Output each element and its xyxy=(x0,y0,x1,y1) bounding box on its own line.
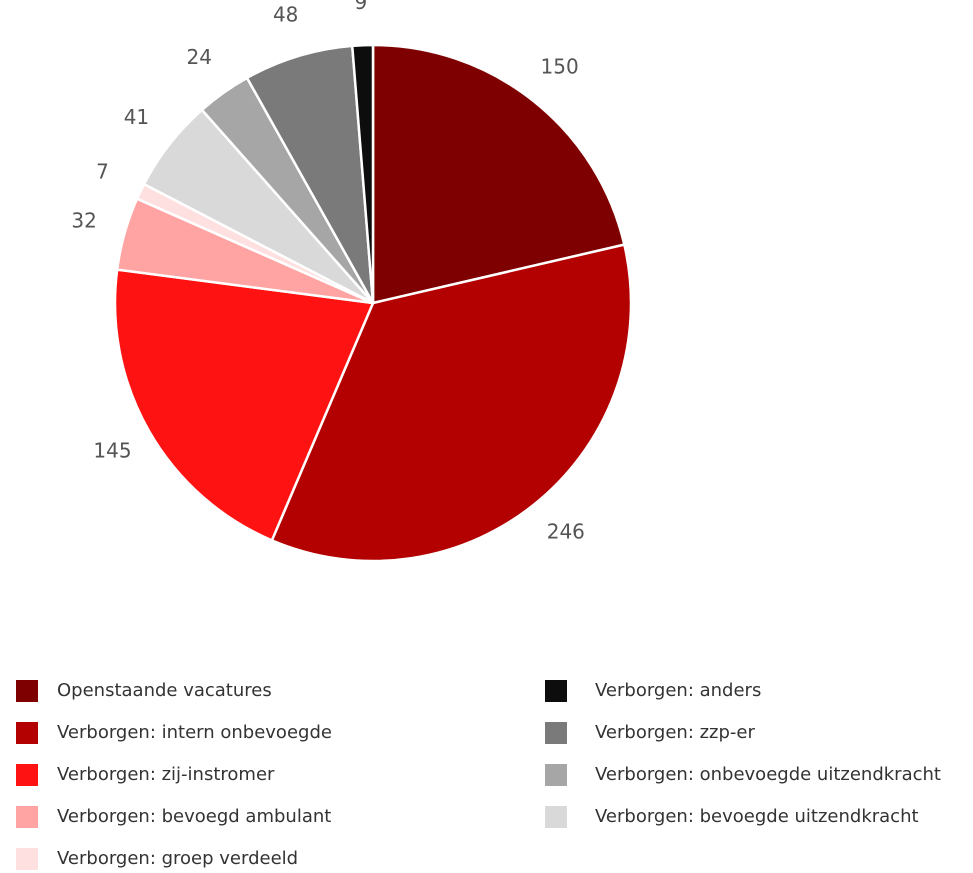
legend-swatch xyxy=(16,722,38,744)
value-label: 7 xyxy=(96,160,109,184)
legend-label: Verborgen: bevoegde uitzendkracht xyxy=(595,806,919,827)
legend-label: Openstaande vacatures xyxy=(57,680,272,701)
pie-slice xyxy=(371,43,626,305)
legend-label: Verborgen: onbevoegde uitzendkracht xyxy=(595,764,941,785)
pie-slice xyxy=(350,43,375,304)
legend-label: Verborgen: anders xyxy=(595,680,761,701)
legend-label: Verborgen: zij-instromer xyxy=(57,764,275,785)
legend-swatch xyxy=(16,764,38,786)
value-label: 41 xyxy=(124,105,149,129)
pie-slice xyxy=(270,243,633,563)
legend-swatch xyxy=(16,848,38,870)
value-label: 145 xyxy=(93,438,131,462)
legend-swatch xyxy=(545,722,567,744)
legend-swatch xyxy=(545,806,567,828)
pie-slice xyxy=(113,268,375,542)
legend-label: Verborgen: intern onbevoegde xyxy=(57,722,332,743)
value-label: 150 xyxy=(541,55,579,79)
legend-swatch xyxy=(545,764,567,786)
value-label: 32 xyxy=(71,209,96,233)
pie-slice xyxy=(245,44,375,304)
legend-label: Verborgen: groep verdeeld xyxy=(57,848,298,869)
legend-label: Verborgen: zzp-er xyxy=(595,722,755,743)
value-label: 246 xyxy=(547,519,585,543)
value-label: 48 xyxy=(273,2,298,26)
legend-label: Verborgen: bevoegd ambulant xyxy=(57,806,331,827)
value-label: 24 xyxy=(187,45,212,69)
legend-swatch xyxy=(16,806,38,828)
legend-swatch xyxy=(16,680,38,702)
legend-swatch xyxy=(545,680,567,702)
value-label: 9 xyxy=(355,0,368,14)
